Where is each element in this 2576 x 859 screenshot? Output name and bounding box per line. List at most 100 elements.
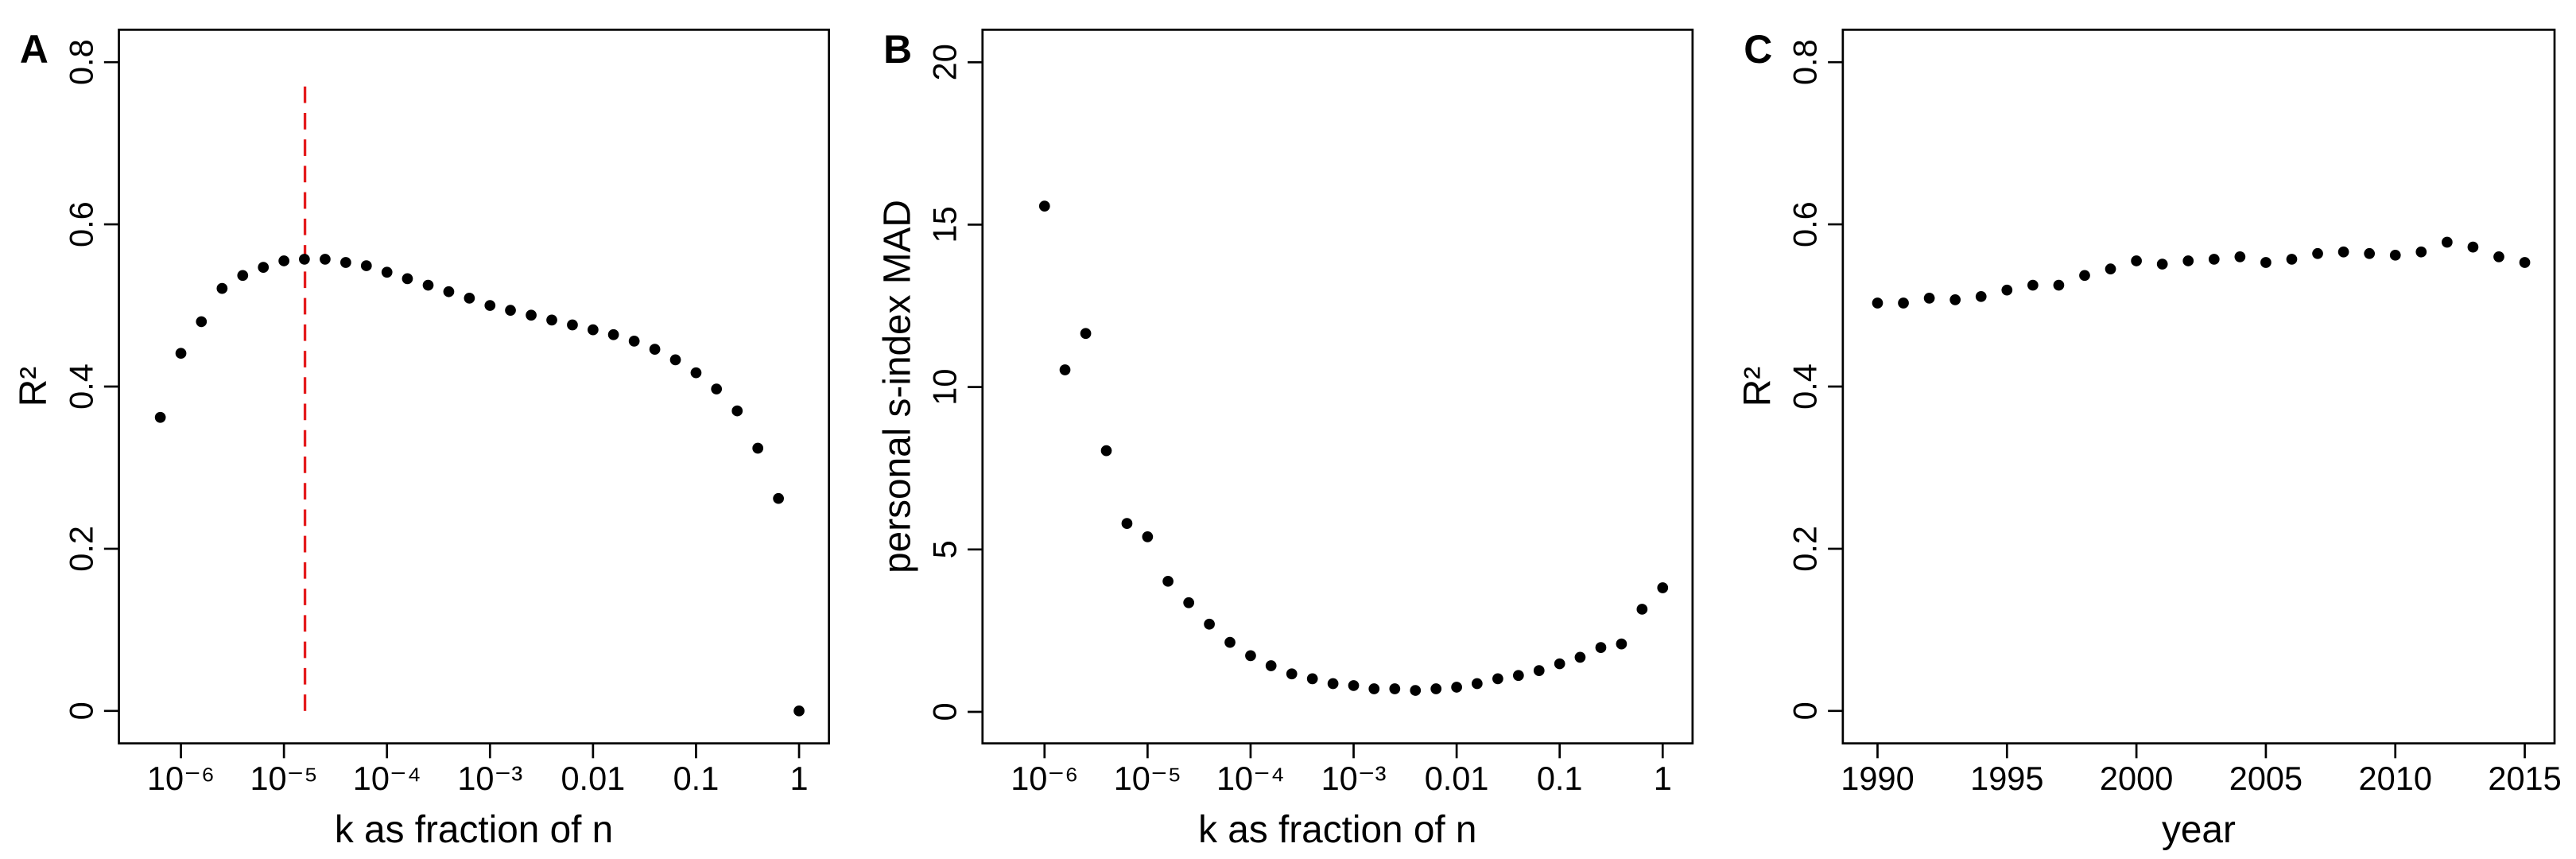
data-point [2442, 236, 2453, 248]
x-tick-label: 2005 [2229, 760, 2302, 797]
data-point [567, 319, 578, 331]
data-point [1286, 668, 1298, 680]
y-tick-label: 0 [62, 702, 99, 720]
data-point [2182, 255, 2194, 266]
data-point [1265, 660, 1277, 671]
data-point [340, 257, 351, 268]
data-point [1389, 683, 1401, 694]
data-point [1554, 658, 1565, 670]
x-tick-label: 10⁻⁶ [1011, 760, 1078, 797]
y-axis-title: R² [13, 367, 55, 406]
x-tick-label: 0.1 [673, 760, 720, 797]
x-tick-label: 10⁻³ [1321, 760, 1387, 797]
data-point [505, 305, 516, 317]
x-tick-label: 1 [1654, 760, 1672, 797]
data-point [1183, 597, 1195, 608]
x-tick-label: 10⁻⁴ [353, 760, 421, 797]
x-tick-label: 1990 [1841, 760, 1914, 797]
data-point [2467, 241, 2479, 253]
data-point [2156, 258, 2168, 270]
plot-frame [118, 29, 830, 744]
data-point [669, 354, 681, 366]
data-point [1492, 673, 1503, 685]
data-point [278, 255, 289, 266]
panel: A 0 0.2 0.4 0.6 0.8 10⁻⁶ 10⁻⁵ 10⁻⁴ 10⁻³ 0.01 0.1 1 k … [13, 27, 830, 851]
x-axis-title: year [2162, 809, 2236, 851]
data-point [2286, 254, 2298, 265]
data-point [1224, 636, 1236, 648]
plot-frame [981, 29, 1694, 744]
data-point [1616, 638, 1627, 650]
data-point [2131, 255, 2142, 266]
x-tick-label: 2000 [2100, 760, 2173, 797]
data-point [422, 279, 434, 291]
y-tick-label: 10 [926, 369, 964, 406]
y-tick-label: 0 [1787, 702, 1824, 720]
data-point [1368, 683, 1380, 694]
data-point [1162, 575, 1174, 587]
data-point [793, 705, 805, 717]
data-point [484, 300, 496, 311]
data-point [1348, 680, 1360, 691]
x-tick-label: 0.1 [1537, 760, 1583, 797]
panel-label: B [883, 27, 912, 72]
data-point [1533, 665, 1545, 676]
x-tick-label: 10⁻⁶ [147, 760, 215, 797]
y-tick-label: 15 [926, 206, 964, 243]
data-point [649, 344, 661, 355]
data-point [1204, 618, 1215, 630]
data-point [607, 328, 619, 340]
y-tick-label: 0.2 [62, 526, 99, 572]
y-tick-label: 0.2 [1787, 526, 1824, 572]
panel-label: A [20, 27, 48, 72]
data-point [2208, 254, 2220, 265]
x-tick-label: 0.01 [561, 760, 625, 797]
data-point [2389, 249, 2401, 261]
data-point [2105, 263, 2116, 275]
data-point [731, 405, 743, 417]
x-tick-label: 10⁻⁴ [1216, 760, 1285, 797]
data-point [546, 314, 557, 326]
x-tick-label: 2010 [2359, 760, 2432, 797]
data-point [1872, 297, 1884, 309]
data-point [258, 262, 270, 273]
y-tick-label: 0 [926, 702, 964, 721]
data-point [2053, 279, 2065, 291]
data-point [2001, 284, 2013, 296]
panel: B 0 5 10 15 20 10⁻⁶ 10⁻⁵ 10⁻⁴ 10⁻³ 0.01 0.1 1 k as fr… [876, 27, 1694, 851]
data-point [711, 383, 723, 395]
data-point [1574, 651, 1586, 663]
data-point [752, 442, 764, 454]
y-tick-label: 0.8 [1787, 39, 1824, 85]
y-tick-label: 0.8 [62, 39, 99, 85]
x-tick-label: 2015 [2488, 760, 2561, 797]
y-tick-label: 5 [926, 540, 964, 558]
data-point [154, 411, 166, 423]
data-point [1038, 200, 1050, 212]
y-tick-label: 20 [926, 44, 964, 80]
data-point [1923, 293, 1935, 304]
y-tick-label: 0.4 [1787, 363, 1824, 410]
data-point [628, 336, 640, 347]
data-point [1100, 445, 1112, 457]
data-point [360, 260, 372, 271]
data-point [2027, 279, 2039, 291]
data-point [299, 254, 310, 265]
data-point [381, 266, 393, 278]
data-point [1121, 518, 1133, 529]
data-point [464, 293, 475, 304]
data-point [196, 316, 208, 328]
panel: C 0 0.2 0.4 0.6 0.8 1990 1995 2000 2005 2010 2015 ye… [1736, 27, 2561, 851]
data-point [1898, 297, 1909, 309]
data-point [1949, 294, 1961, 305]
data-point [690, 367, 702, 379]
data-point [320, 254, 331, 265]
data-point [1142, 531, 1154, 542]
data-point [443, 286, 455, 297]
data-point [773, 492, 784, 504]
data-point [2234, 251, 2246, 262]
data-point [1451, 682, 1462, 693]
data-point [2312, 247, 2323, 259]
x-tick-label: 10⁻³ [457, 760, 522, 797]
